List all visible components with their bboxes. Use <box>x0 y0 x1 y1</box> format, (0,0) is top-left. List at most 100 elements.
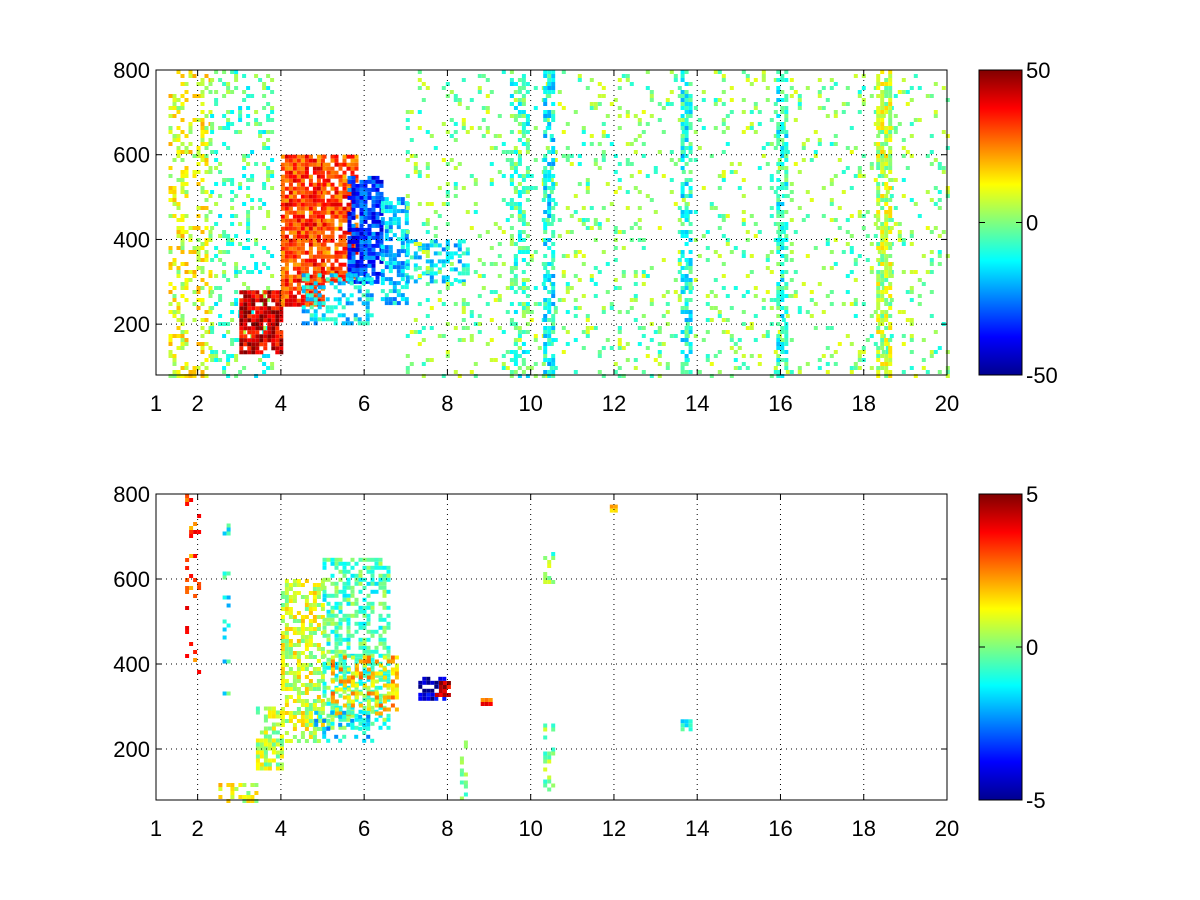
heatmap-cell <box>680 122 685 126</box>
heatmap-cell <box>200 246 205 250</box>
heatmap-cell <box>258 134 263 138</box>
heatmap-cell <box>817 366 822 370</box>
heatmap-cell <box>304 691 309 695</box>
heatmap-cell <box>330 186 335 191</box>
heatmap-cell <box>200 130 205 134</box>
heatmap-cell <box>208 238 213 242</box>
heatmap-cell <box>917 86 922 90</box>
heatmap-cell <box>721 274 726 278</box>
heatmap-cell <box>246 162 251 166</box>
heatmap-cell <box>547 206 552 210</box>
heatmap-cell <box>284 194 289 199</box>
heatmap-cell <box>246 178 251 182</box>
heatmap-cell <box>250 254 255 258</box>
heatmap-cell <box>543 370 548 374</box>
heatmap-cell <box>876 118 881 122</box>
heatmap-cell <box>517 354 522 358</box>
heatmap-cell <box>375 231 380 236</box>
heatmap-cell <box>525 350 530 354</box>
heatmap-cell <box>430 688 435 693</box>
heatmap-cell <box>945 134 950 138</box>
heatmap-cell <box>296 583 301 587</box>
heatmap-cell <box>262 142 267 146</box>
heatmap-cell <box>305 293 310 298</box>
heatmap-cell <box>780 326 785 330</box>
heatmap-cell <box>347 259 352 264</box>
heatmap-cell <box>729 98 734 102</box>
heatmap-cell <box>501 366 506 370</box>
heatmap-cell <box>168 106 173 110</box>
heatmap-cell <box>869 162 874 166</box>
heatmap-cell <box>533 86 538 90</box>
heatmap-cell <box>330 629 335 634</box>
heatmap-cell <box>370 577 375 582</box>
heatmap-cell <box>322 665 327 670</box>
heatmap-cell <box>573 210 578 214</box>
heatmap-cell <box>316 194 321 199</box>
heatmap-cell <box>386 589 391 594</box>
heatmap-cell <box>226 358 231 362</box>
heatmap-cell <box>405 126 410 130</box>
heatmap-cell <box>481 286 486 290</box>
heatmap-cell <box>784 222 789 226</box>
heatmap-cell <box>300 723 305 727</box>
heatmap-cell <box>300 302 305 307</box>
heatmap-cell <box>342 170 347 175</box>
heatmap-cell <box>345 297 350 302</box>
heatmap-cell <box>342 665 347 670</box>
heatmap-cell <box>208 142 213 146</box>
heatmap-cell <box>246 122 251 126</box>
heatmap-cell <box>688 194 693 198</box>
heatmap-cell <box>884 242 889 246</box>
heatmap-cell <box>288 230 293 235</box>
heatmap-cell <box>589 106 594 110</box>
heatmap-cell <box>396 221 401 226</box>
heatmap-cell <box>573 298 578 302</box>
heatmap-cell <box>880 106 885 110</box>
heatmap-cell <box>509 358 514 362</box>
heatmap-cell <box>296 302 301 307</box>
heatmap-cell <box>363 199 368 204</box>
heatmap-cell <box>288 222 293 227</box>
heatmap-cell <box>346 206 351 211</box>
heatmap-cell <box>362 738 367 743</box>
heatmap-cells <box>168 70 950 378</box>
heatmap-cell <box>543 723 548 728</box>
heatmap-cell <box>255 318 260 323</box>
heatmap-cell <box>266 266 271 270</box>
heatmap-cell <box>382 629 387 634</box>
heatmap-cell <box>780 242 785 246</box>
heatmap-cell <box>243 350 248 355</box>
heatmap-cell <box>354 683 359 688</box>
heatmap-cell <box>921 338 926 342</box>
heatmap-cell <box>226 238 231 242</box>
heatmap-cell <box>757 166 762 170</box>
heatmap-cell <box>505 158 510 162</box>
heatmap-cell <box>433 279 438 284</box>
heatmap-cell <box>390 695 395 700</box>
heatmap-cell <box>200 350 205 354</box>
heatmap-cell <box>222 370 227 374</box>
heatmap-cell <box>876 278 881 282</box>
heatmap-cell <box>326 170 331 175</box>
heatmap-cell <box>312 703 317 707</box>
heatmap-cell <box>271 314 276 319</box>
heatmap-cell <box>421 98 426 102</box>
heatmap-cell <box>214 254 219 258</box>
heatmap-cell <box>413 279 418 284</box>
heatmap-cell <box>405 118 410 122</box>
heatmap-cell <box>262 162 267 166</box>
heatmap-cell <box>880 262 885 266</box>
heatmap-cell <box>366 669 371 674</box>
heatmap-cell <box>561 270 566 274</box>
heatmap-cell <box>533 158 538 162</box>
heatmap-cell <box>239 350 244 355</box>
heatmap-cell <box>388 225 393 230</box>
heatmap-cell <box>308 194 313 199</box>
heatmap-cell <box>367 251 372 256</box>
heatmap-cell <box>326 685 331 690</box>
heatmap-cell <box>784 246 789 250</box>
heatmap-cell <box>308 190 313 195</box>
heatmap-cell <box>354 577 359 582</box>
